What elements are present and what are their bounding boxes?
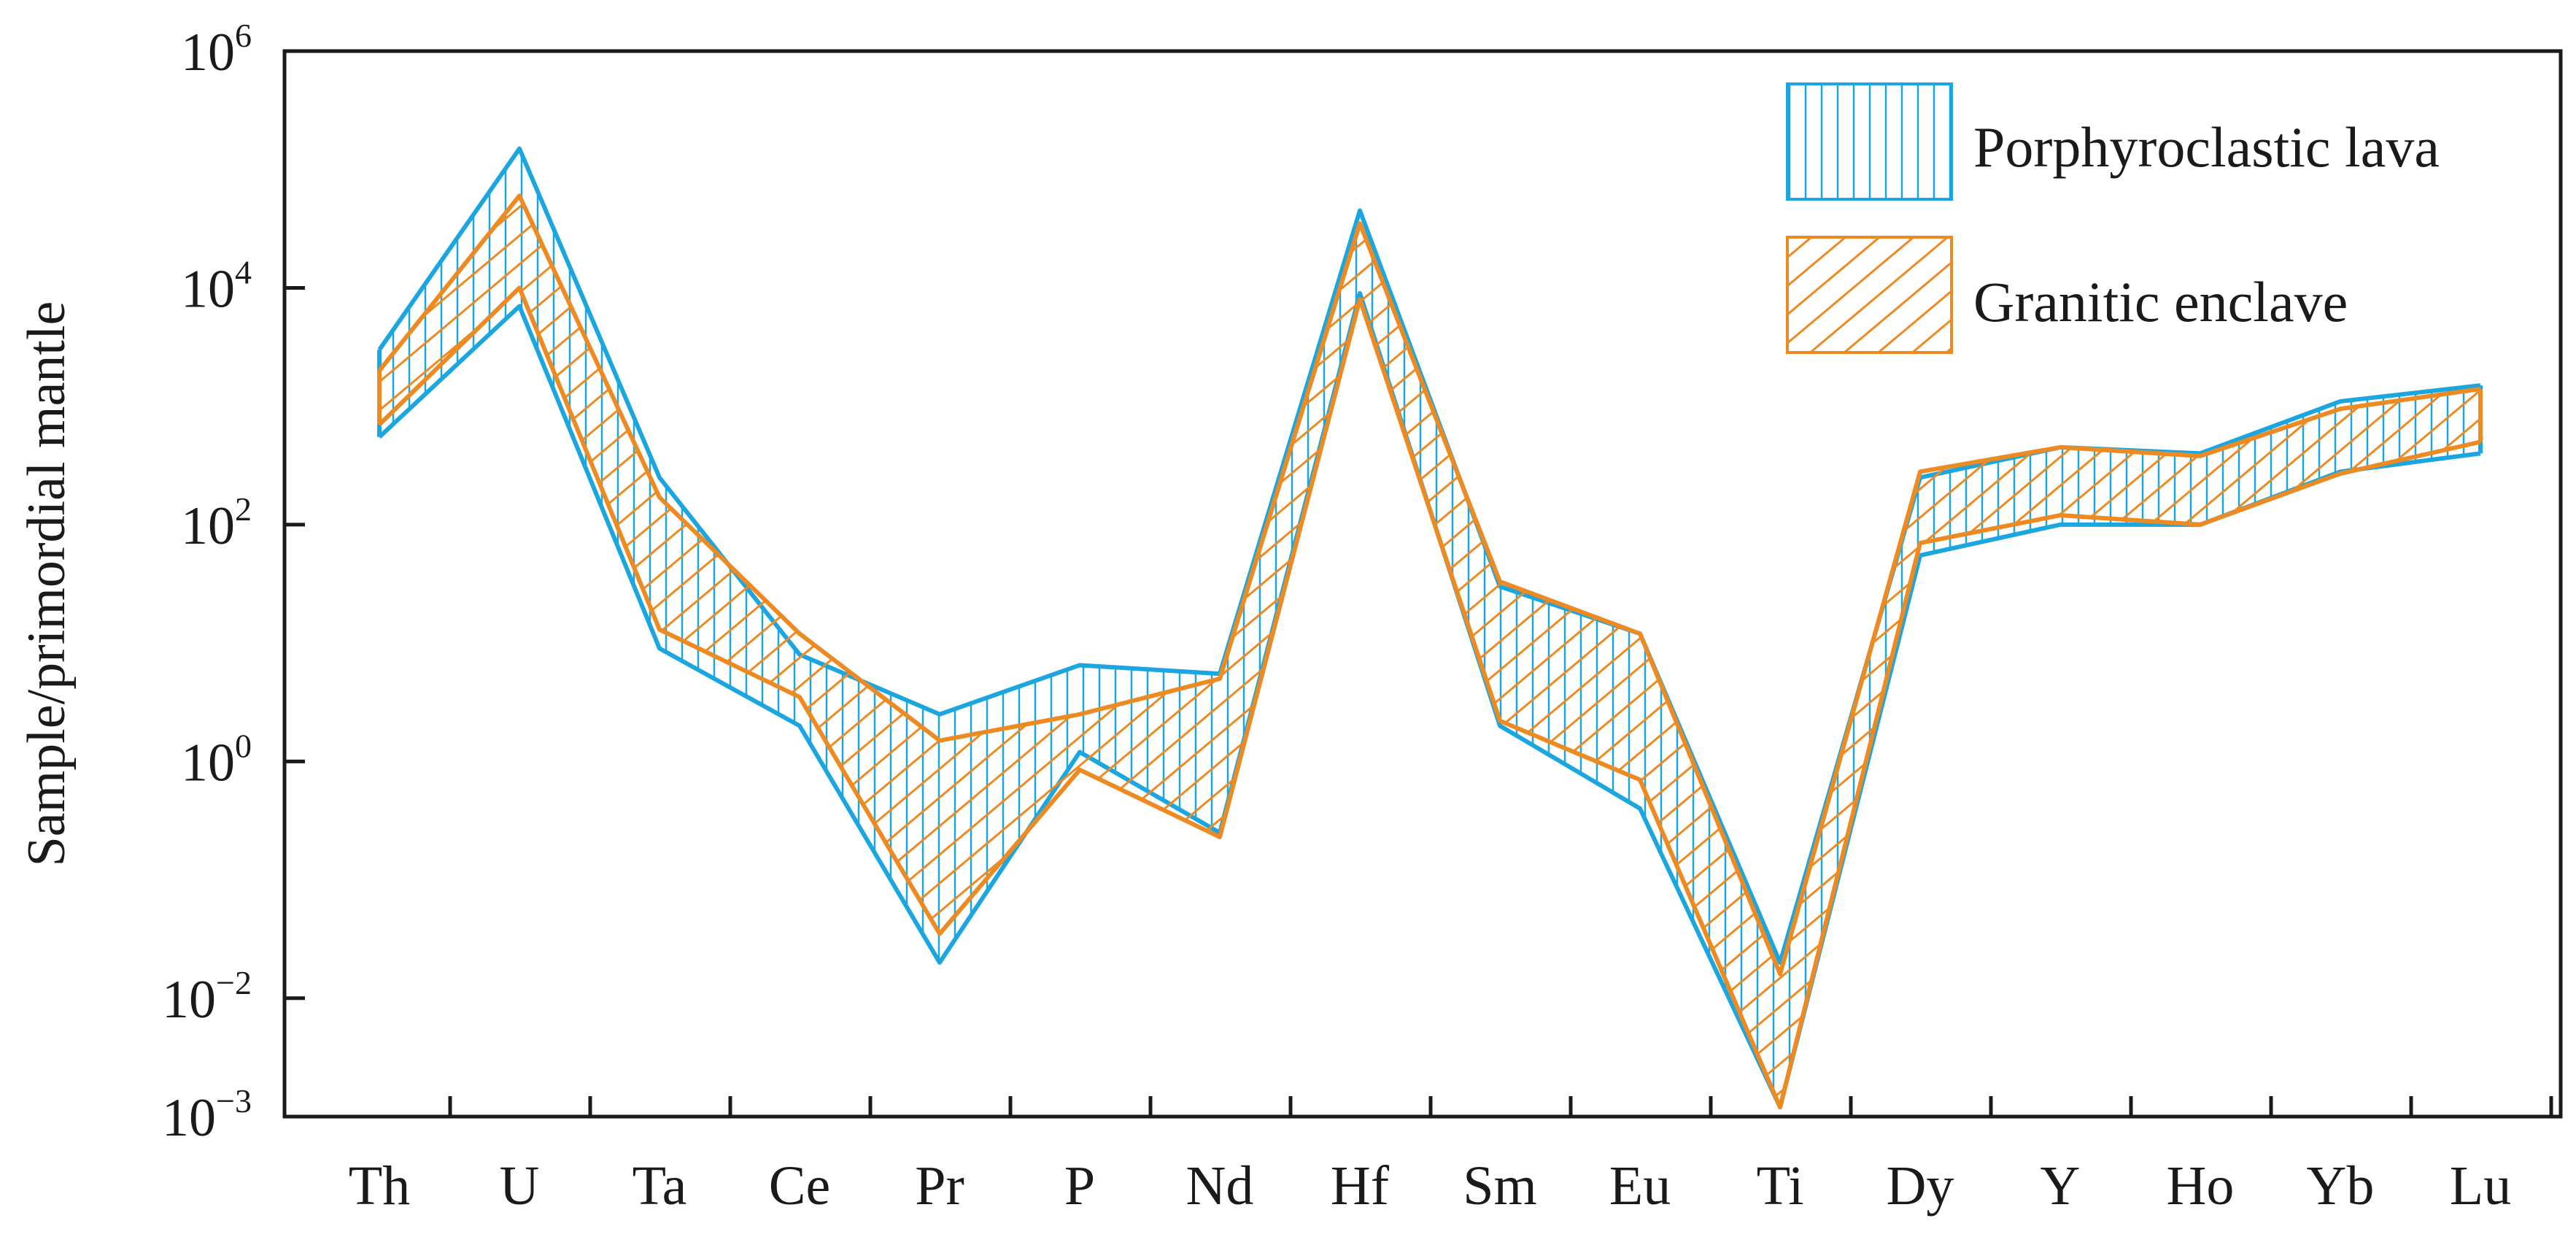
- x-tick-label-ho: Ho: [2167, 1155, 2235, 1217]
- legend-swatch-granitic-enclave-hatch: [1786, 236, 1953, 354]
- x-tick-label-pr: Pr: [915, 1155, 964, 1217]
- legend-item-porphyroclastic-lava: Porphyroclastic lava: [1786, 82, 2440, 201]
- y-tick-label: 104: [181, 253, 252, 319]
- x-tick-label-sm: Sm: [1463, 1155, 1536, 1217]
- x-tick-label-yb: Yb: [2307, 1155, 2375, 1217]
- x-tick-label-u: U: [500, 1155, 540, 1217]
- legend-swatch-porphyroclastic-lava: [1786, 82, 1953, 201]
- y-tick-label: 10−3: [162, 1082, 252, 1148]
- x-tick-label-ta: Ta: [633, 1155, 687, 1217]
- y-tick-label: 10−2: [162, 964, 252, 1030]
- x-axis: Th U Ta Ce Pr P Nd Hf Sm Eu Ti Dy Y Ho Yb Lu: [349, 1096, 2553, 1217]
- x-tick-label-th: Th: [349, 1155, 410, 1217]
- x-tick-label-lu: Lu: [2450, 1155, 2511, 1217]
- legend: Porphyroclastic lava Granitic enclave: [1786, 82, 2440, 354]
- y-tick-label: 102: [181, 490, 252, 556]
- x-tick-label-hf: Hf: [1331, 1155, 1390, 1217]
- x-tick-label-dy: Dy: [1887, 1155, 1954, 1217]
- legend-label-granitic-enclave: Granitic enclave: [1973, 270, 2348, 334]
- y-tick-label: 106: [181, 17, 252, 82]
- legend-item-granitic-enclave: Granitic enclave: [1786, 236, 2348, 354]
- y-tick-label: 100: [181, 727, 252, 793]
- plot-frame: [282, 49, 2563, 1119]
- x-tick-label-p: P: [1064, 1155, 1095, 1217]
- data-bands: [377, 146, 2483, 1110]
- band-granitic-enclave: [379, 196, 2480, 1108]
- x-tick-label-ti: Ti: [1757, 1155, 1804, 1217]
- upper-line-granitic-enclave: [377, 193, 2481, 976]
- legend-label-porphyroclastic-lava: Porphyroclastic lava: [1973, 115, 2440, 179]
- x-tick-label-eu: Eu: [1609, 1155, 1671, 1217]
- x-tick-label-ce: Ce: [769, 1155, 830, 1217]
- x-tick-label-nd: Nd: [1186, 1155, 1254, 1217]
- x-tick-label-y: Y: [2041, 1155, 2081, 1217]
- y-axis-label: Sample/primordial mantle: [17, 301, 77, 867]
- y-axis: 106 104 102 100 10−2 10−3: [162, 17, 305, 1148]
- lower-line-granitic-enclave: [377, 285, 2481, 1110]
